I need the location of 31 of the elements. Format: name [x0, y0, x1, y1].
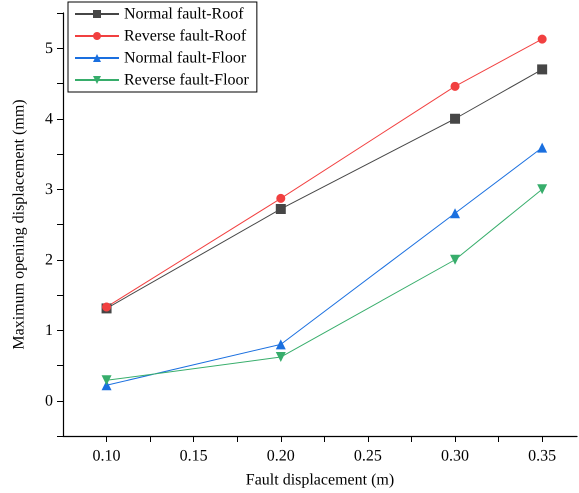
point — [538, 34, 547, 44]
x-axis-title: Fault displacement (m) — [246, 472, 394, 488]
x-tick-label: 0.25 — [354, 448, 382, 464]
point — [450, 254, 460, 265]
x-tick-label: 0.10 — [92, 448, 121, 464]
legend-label: Normal fault-Roof — [124, 6, 244, 22]
y-axis-title: Maximum opening displacement (mm) — [10, 99, 28, 350]
y-tick-label: 2 — [45, 251, 53, 268]
point — [276, 204, 286, 214]
legend-label: Reverse fault-Floor — [124, 72, 250, 88]
legend-label: Reverse fault-Roof — [124, 28, 247, 44]
point — [450, 114, 460, 124]
x-tick-label: 0.30 — [441, 448, 470, 464]
y-tick-label: 5 — [45, 40, 53, 57]
point — [276, 339, 286, 350]
point — [537, 142, 548, 153]
y-tick-label: 0 — [45, 392, 53, 410]
x-tick-label: 0.20 — [266, 448, 295, 464]
point — [450, 208, 460, 218]
y-tick-label: 3 — [45, 180, 53, 198]
y-tick-label: 4 — [45, 110, 53, 128]
x-tick-label: 0.15 — [180, 448, 208, 464]
x-tick-label: 0.35 — [528, 448, 556, 464]
point — [276, 194, 286, 203]
point — [450, 82, 460, 91]
y-tick-label: 1 — [45, 322, 53, 339]
legend-label: Normal fault-Floor — [124, 50, 247, 66]
point — [102, 375, 112, 386]
point — [537, 64, 548, 74]
point — [537, 184, 548, 194]
point — [276, 352, 286, 362]
